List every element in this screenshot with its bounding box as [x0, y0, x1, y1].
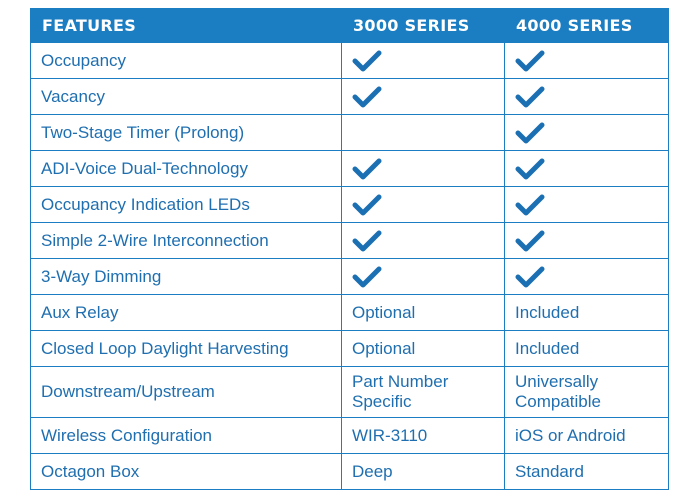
checkmark-icon	[515, 194, 545, 216]
checkmark-icon	[515, 158, 545, 180]
cell-value-line: iOS or Android	[515, 425, 626, 445]
feature-name-cell: 3-Way Dimming	[30, 258, 342, 295]
series-3000-cell	[341, 114, 505, 151]
cell-value-line: Universally	[515, 372, 599, 392]
cell-value-line: Compatible	[515, 392, 601, 411]
table-row: Aux Relay Optional Included	[30, 294, 669, 331]
table-row: 3-Way Dimming	[30, 258, 669, 295]
series-4000-column-header: 4000 SERIES	[504, 8, 669, 43]
feature-name-cell: Simple 2-Wire Interconnection	[30, 222, 342, 259]
feature-name-cell: ADI-Voice Dual-Technology	[30, 150, 342, 187]
series-3000-cell	[341, 258, 505, 295]
checkmark-icon	[515, 230, 545, 252]
table-row: Two-Stage Timer (Prolong)	[30, 114, 669, 151]
series-4000-cell	[504, 78, 669, 115]
feature-name-cell: Vacancy	[30, 78, 342, 115]
series-4000-cell	[504, 42, 669, 79]
series-4000-cell: iOS or Android	[504, 417, 669, 454]
table-row: Wireless Configuration WIR-3110 iOS or And…	[30, 417, 669, 454]
cell-value-line: Optional	[352, 338, 416, 358]
series-4000-cell	[504, 186, 669, 223]
table-row: Closed Loop Daylight Harvesting Optional I…	[30, 330, 669, 367]
series-4000-cell	[504, 114, 669, 151]
series-4000-cell	[504, 258, 669, 295]
checkmark-icon	[515, 86, 545, 108]
table-row: ADI-Voice Dual-Technology	[30, 150, 669, 187]
series-3000-cell	[341, 222, 505, 259]
checkmark-icon	[352, 194, 382, 216]
cell-value-line: Deep	[352, 461, 393, 481]
feature-name-cell: Octagon Box	[30, 453, 342, 490]
table-row: Occupancy Indication LEDs	[30, 186, 669, 223]
cell-value-line: Optional	[352, 302, 416, 322]
series-3000-cell: Part Number Specific	[341, 366, 505, 418]
feature-name-cell: Downstream/Upstream	[30, 366, 342, 418]
series-4000-cell	[504, 222, 669, 259]
series-3000-cell	[341, 42, 505, 79]
feature-comparison-table-wrapper: FEATURES 3000 SERIES 4000 SERIES Occupan…	[30, 8, 669, 490]
table-row: Occupancy	[30, 42, 669, 79]
feature-name-cell: Aux Relay	[30, 294, 342, 331]
cell-value-line: WIR-3110	[352, 425, 428, 445]
cell-value-line: Part Number	[352, 372, 449, 392]
series-3000-cell: WIR-3110	[341, 417, 505, 454]
series-4000-cell: Included	[504, 330, 669, 367]
header-row: FEATURES 3000 SERIES 4000 SERIES	[30, 8, 669, 43]
checkmark-icon	[352, 158, 382, 180]
cell-value-line: Specific	[352, 392, 412, 411]
table-row: Vacancy	[30, 78, 669, 115]
series-4000-cell: Universally Compatible	[504, 366, 669, 418]
table-header: FEATURES 3000 SERIES 4000 SERIES	[30, 8, 669, 43]
checkmark-icon	[515, 50, 545, 72]
checkmark-icon	[352, 86, 382, 108]
feature-name-cell: Occupancy	[30, 42, 342, 79]
series-3000-cell	[341, 150, 505, 187]
series-3000-cell: Deep	[341, 453, 505, 490]
table-row: Octagon Box Deep Standard	[30, 453, 669, 490]
checkmark-icon	[515, 266, 545, 288]
series-4000-cell	[504, 150, 669, 187]
table-body: Occupancy Vacancy Two-Stage Timer (Prolong…	[30, 42, 669, 490]
feature-name-cell: Wireless Configuration	[30, 417, 342, 454]
series-3000-cell	[341, 78, 505, 115]
cell-value-line: Standard	[515, 461, 584, 481]
feature-name-cell: Two-Stage Timer (Prolong)	[30, 114, 342, 151]
table-row: Downstream/Upstream Part Number Specific Un…	[30, 366, 669, 418]
cell-value-line: Included	[515, 302, 580, 322]
checkmark-icon	[352, 230, 382, 252]
series-3000-column-header: 3000 SERIES	[341, 8, 505, 43]
series-4000-cell: Included	[504, 294, 669, 331]
checkmark-icon	[352, 266, 382, 288]
series-3000-cell: Optional	[341, 330, 505, 367]
cell-value-line: Included	[515, 338, 580, 358]
table-row: Simple 2-Wire Interconnection	[30, 222, 669, 259]
series-3000-cell	[341, 186, 505, 223]
series-3000-cell: Optional	[341, 294, 505, 331]
checkmark-icon	[515, 122, 545, 144]
checkmark-icon	[352, 50, 382, 72]
series-4000-cell: Standard	[504, 453, 669, 490]
feature-name-cell: Closed Loop Daylight Harvesting	[30, 330, 342, 367]
feature-name-cell: Occupancy Indication LEDs	[30, 186, 342, 223]
feature-comparison-table: FEATURES 3000 SERIES 4000 SERIES Occupan…	[30, 8, 669, 490]
features-column-header: FEATURES	[30, 8, 342, 43]
